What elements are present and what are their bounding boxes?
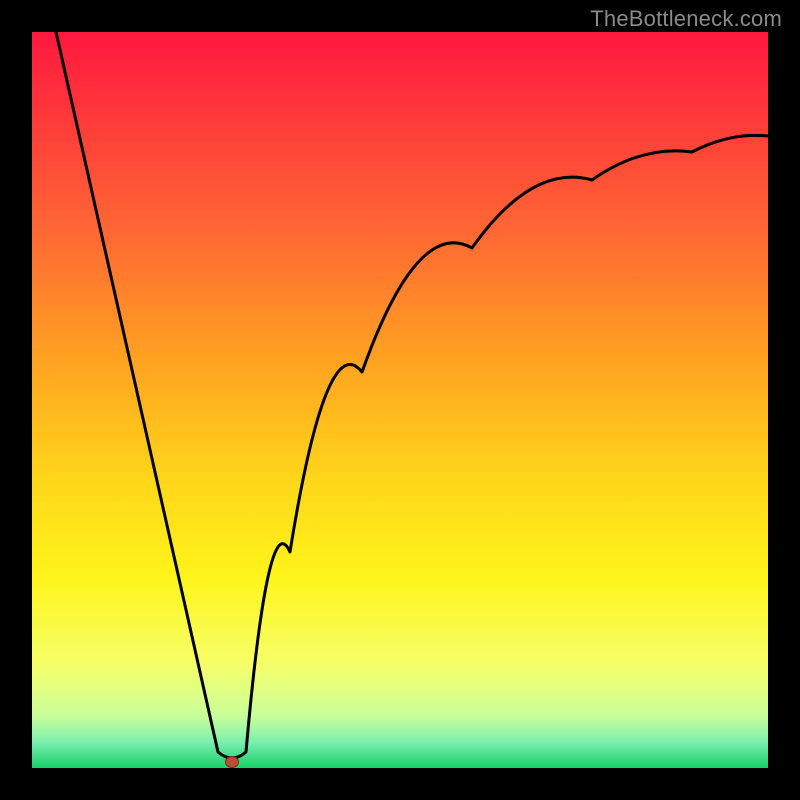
plot-svg [32, 32, 768, 768]
plot-area [32, 32, 768, 768]
chart-frame: TheBottleneck.com [0, 0, 800, 800]
gradient-background [32, 32, 768, 768]
watermark-text: TheBottleneck.com [590, 6, 782, 32]
optimal-point-marker [226, 757, 239, 768]
